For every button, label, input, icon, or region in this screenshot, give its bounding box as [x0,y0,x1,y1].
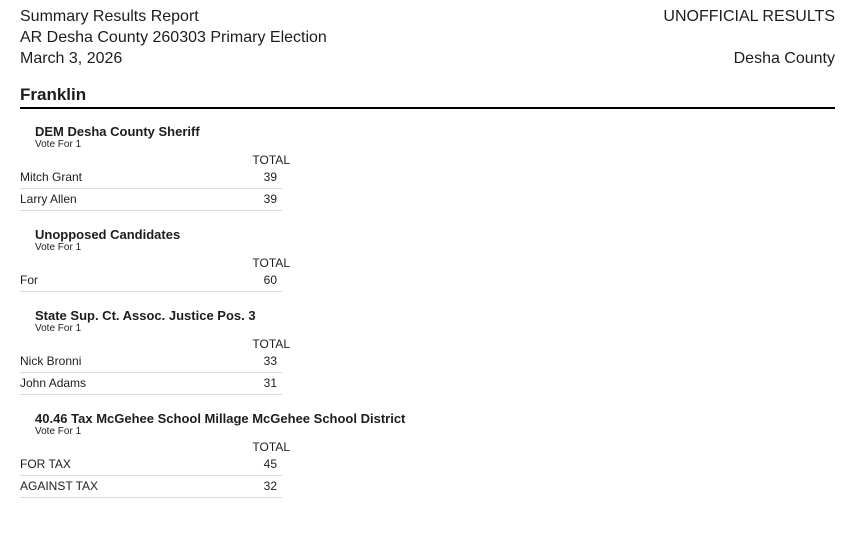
results-table: TOTAL FOR TAX 45 AGAINST TAX 32 [20,441,290,498]
total-column-header: TOTAL [252,337,290,351]
result-row: John Adams 31 [20,373,282,395]
vote-total: 39 [263,192,277,206]
report-header: Summary Results Report AR Desha County 2… [20,6,835,69]
report-header-left: Summary Results Report AR Desha County 2… [20,6,327,69]
total-column-header: TOTAL [252,256,290,270]
report-header-right: UNOFFICIAL RESULTS Desha County [663,6,835,69]
contest-head: DEM Desha County Sheriff Vote For 1 [20,124,835,151]
contest-title: 40.46 Tax McGehee School Millage McGehee… [35,411,406,426]
vote-total: 31 [263,376,277,390]
contest-block: 40.46 Tax McGehee School Millage McGehee… [20,411,835,498]
result-row: FOR TAX 45 [20,454,282,476]
precinct-title: Franklin [20,85,835,109]
result-row: Nick Bronni 33 [20,351,282,373]
vote-total: 33 [263,354,277,368]
total-column-header: TOTAL [252,153,290,167]
result-row: Mitch Grant 39 [20,167,282,189]
candidate-name: For [20,273,38,287]
report-title: Summary Results Report [20,8,199,25]
contest-head: Unopposed Candidates Vote For 1 [20,227,835,254]
result-row: AGAINST TAX 32 [20,476,282,498]
candidate-name: FOR TAX [20,457,71,471]
candidate-name: AGAINST TAX [20,479,99,493]
contest-head: State Sup. Ct. Assoc. Justice Pos. 3 Vot… [20,308,835,335]
table-header-row: TOTAL [20,154,290,167]
contest-block: DEM Desha County Sheriff Vote For 1 TOTA… [20,124,835,211]
contest-block: Unopposed Candidates Vote For 1 TOTAL Fo… [20,227,835,292]
table-header-row: TOTAL [20,257,290,270]
election-name: AR Desha County 260303 Primary Election [20,29,327,46]
candidate-name: Larry Allen [20,192,77,206]
results-table: TOTAL Nick Bronni 33 John Adams 31 [20,338,290,395]
candidate-name: John Adams [20,376,87,390]
contest-title: State Sup. Ct. Assoc. Justice Pos. 3 [35,308,256,323]
results-table: TOTAL For 60 [20,257,290,292]
vote-for-label: Vote For 1 [35,242,82,253]
contest-head: 40.46 Tax McGehee School Millage McGehee… [20,411,835,438]
candidate-name: Mitch Grant [20,170,83,184]
contest-block: State Sup. Ct. Assoc. Justice Pos. 3 Vot… [20,308,835,395]
vote-total: 60 [263,273,277,287]
election-date: March 3, 2026 [20,50,123,67]
contest-title: Unopposed Candidates [35,227,181,242]
contest-title: DEM Desha County Sheriff [35,124,200,139]
results-status-label: UNOFFICIAL RESULTS [663,8,835,25]
vote-total: 45 [263,457,277,471]
result-row: For 60 [20,270,282,292]
contest-list: DEM Desha County Sheriff Vote For 1 TOTA… [20,124,835,498]
table-header-row: TOTAL [20,338,290,351]
vote-for-label: Vote For 1 [35,323,82,334]
vote-for-label: Vote For 1 [35,426,82,437]
vote-total: 32 [263,479,277,493]
jurisdiction-label: Desha County [733,50,835,67]
candidate-name: Nick Bronni [20,354,82,368]
table-header-row: TOTAL [20,441,290,454]
vote-total: 39 [263,170,277,184]
result-row: Larry Allen 39 [20,189,282,211]
results-table: TOTAL Mitch Grant 39 Larry Allen 39 [20,154,290,211]
total-column-header: TOTAL [252,440,290,454]
vote-for-label: Vote For 1 [35,139,82,150]
